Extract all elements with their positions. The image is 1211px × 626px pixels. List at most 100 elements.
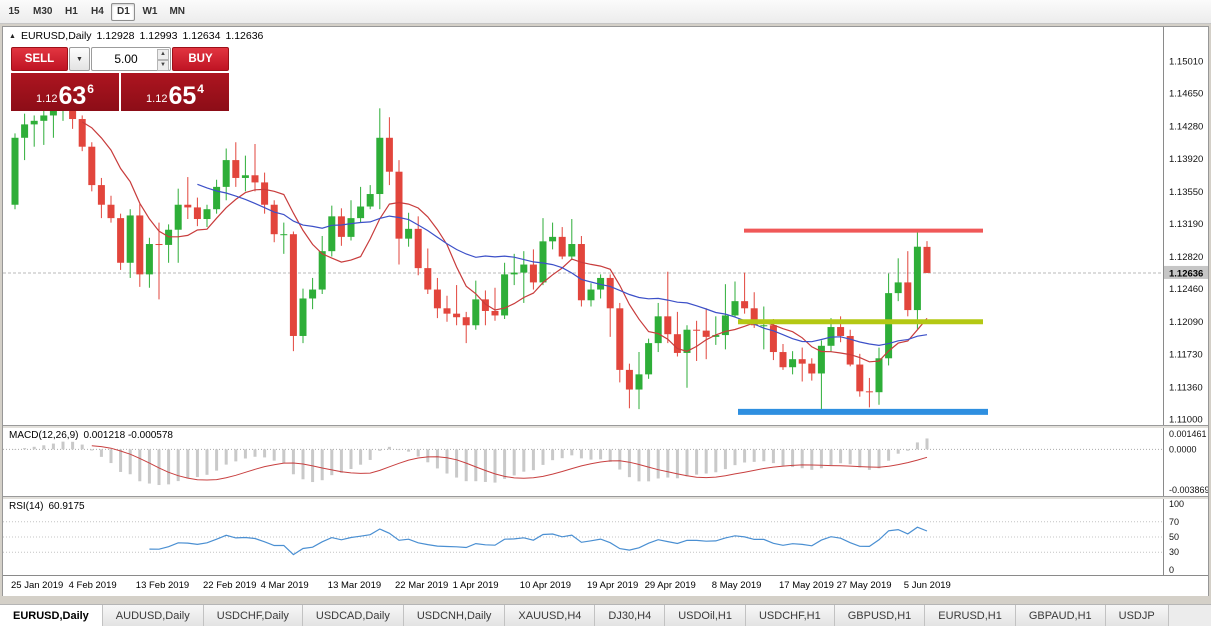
svg-text:1.14280: 1.14280: [1169, 122, 1203, 133]
chart-tab[interactable]: EURUSD,Daily: [0, 605, 103, 626]
chart-tab[interactable]: GBPAUD,H1: [1015, 605, 1106, 626]
svg-text:1.11730: 1.11730: [1169, 349, 1203, 360]
time-axis-label: 13 Mar 2019: [327, 580, 382, 591]
volume-field-wrap: ▲ ▼: [91, 47, 171, 71]
macd-signal-line: [91, 445, 928, 481]
rsi-value: 60.9175: [48, 501, 85, 512]
chart-symbol-label: EURUSD,Daily: [20, 30, 92, 42]
svg-text:1.15010: 1.15010: [1169, 57, 1203, 68]
chart-tab[interactable]: USDOil,H1: [665, 605, 746, 626]
main-chart-pane: 1.15010 1.14650 1.14280 1.13920 1.13550 1.131…: [3, 27, 1208, 425]
pane-splitter[interactable]: [3, 496, 1208, 499]
volume-increase-button[interactable]: ▲: [157, 49, 169, 60]
chart-ohlc-header: ▲ EURUSD,Daily 1.12928 1.12993 1.12634 1…: [9, 30, 263, 42]
time-axis-label: 25 Jan 2019: [11, 580, 64, 591]
macd-canvas[interactable]: 0.001461 0.0000 -0.003869: [3, 428, 1208, 496]
pane-splitter[interactable]: [3, 425, 1208, 428]
moving-average-20: [197, 183, 928, 347]
time-axis-label: 27 May 2019: [836, 580, 892, 591]
timeframe-button-MN[interactable]: MN: [164, 3, 190, 21]
ohlc-high: 1.12993: [139, 30, 178, 42]
svg-text:1.12636: 1.12636: [1169, 268, 1203, 279]
volume-input[interactable]: [92, 51, 170, 67]
svg-text:-0.003869: -0.003869: [1169, 485, 1208, 495]
timeframe-button-W1[interactable]: W1: [137, 3, 162, 21]
time-axis-label: 22 Feb 2019: [203, 580, 257, 591]
svg-text:70: 70: [1169, 517, 1179, 527]
svg-text:1.12090: 1.12090: [1169, 317, 1203, 328]
time-axis-label: 10 Apr 2019: [519, 580, 572, 591]
svg-text:1.11000: 1.11000: [1169, 415, 1203, 426]
svg-text:1.11360: 1.11360: [1169, 382, 1203, 393]
timeframe-button-D1[interactable]: D1: [111, 2, 136, 21]
svg-text:1.13190: 1.13190: [1169, 219, 1203, 230]
time-axis-label: 13 Feb 2019: [135, 580, 190, 591]
svg-text:1.14650: 1.14650: [1169, 89, 1203, 100]
buy-price-pipette: 4: [197, 82, 204, 96]
svg-text:1.12460: 1.12460: [1169, 284, 1203, 295]
timeframe-button-M30[interactable]: M30: [28, 3, 57, 21]
ohlc-low: 1.12634: [182, 30, 221, 42]
macd-header: MACD(12,26,9) 0.001218 -0.000578: [9, 430, 173, 441]
volume-dropdown-button[interactable]: ▼: [69, 47, 90, 71]
svg-text:100: 100: [1169, 499, 1184, 509]
rsi-line: [149, 526, 928, 556]
macd-label: MACD(12,26,9): [9, 430, 79, 441]
macd-pane: 0.001461 0.0000 -0.003869 MACD(12,26,9) 0.…: [3, 428, 1208, 496]
time-axis-label: 1 Apr 2019: [452, 580, 499, 591]
svg-text:50: 50: [1169, 532, 1179, 542]
time-axis-label: 8 May 2019: [711, 580, 762, 591]
macd-values: 0.001218 -0.000578: [83, 430, 173, 441]
main-chart-canvas[interactable]: 1.15010 1.14650 1.14280 1.13920 1.13550 1.131…: [3, 27, 1208, 425]
time-axis-label: 19 Apr 2019: [587, 580, 639, 591]
chart-tab[interactable]: GBPUSD,H1: [834, 605, 926, 626]
timeframe-button-15[interactable]: 15: [2, 3, 26, 21]
moving-average-8: [81, 121, 928, 363]
rsi-label: RSI(14): [9, 501, 44, 512]
timeframe-toolbar: 15 M30 H1 H4 D1 W1 MN: [0, 0, 1211, 24]
svg-text:0.0000: 0.0000: [1169, 444, 1197, 454]
volume-steppers: ▲ ▼: [157, 49, 169, 71]
ohlc-open: 1.12928: [96, 30, 135, 42]
chart-tab[interactable]: USDCHF,H1: [745, 605, 835, 626]
chart-tab[interactable]: EURUSD,H1: [925, 605, 1016, 626]
rsi-header: RSI(14) 60.9175: [9, 501, 85, 512]
buy-price-display[interactable]: 1.12 65 4: [121, 73, 229, 111]
chart-tab[interactable]: USDCAD,Daily: [302, 605, 404, 626]
volume-decrease-button[interactable]: ▼: [157, 60, 169, 71]
chart-tab[interactable]: USDCNH,Daily: [403, 605, 506, 626]
sell-price-pipette: 6: [87, 82, 94, 96]
time-axis-label: 17 May 2019: [779, 580, 834, 591]
time-axis-label: 29 Apr 2019: [644, 580, 696, 591]
sell-button[interactable]: SELL: [11, 47, 68, 71]
svg-text:1.13550: 1.13550: [1169, 187, 1203, 198]
rsi-pane: 100 70 50 30 0 RSI(14) 60.9175: [3, 499, 1208, 575]
chart-tab[interactable]: XAUUSD,H4: [505, 605, 596, 626]
timeframe-button-H1[interactable]: H1: [59, 3, 83, 21]
time-axis-label: 4 Feb 2019: [68, 580, 117, 591]
svg-text:0.001461: 0.001461: [1169, 429, 1207, 439]
timeframe-button-H4[interactable]: H4: [85, 3, 109, 21]
chart-icon: ▲: [9, 32, 16, 40]
time-axis-label: 4 Mar 2019: [260, 580, 309, 591]
sell-price-display[interactable]: 1.12 63 6: [11, 73, 119, 111]
sell-price-prefix: 1.12: [36, 93, 58, 105]
svg-text:0: 0: [1169, 565, 1174, 575]
chart-tab[interactable]: DJ30,H4: [595, 605, 666, 626]
svg-text:1.12820: 1.12820: [1169, 252, 1203, 263]
sell-price-big: 63: [58, 82, 87, 110]
time-axis-label: 5 Jun 2019: [903, 580, 951, 591]
rsi-canvas[interactable]: 100 70 50 30 0: [3, 499, 1208, 575]
buy-button[interactable]: BUY: [172, 47, 229, 71]
time-axis[interactable]: 25 Jan 2019 4 Feb 2019 13 Feb 2019 22 Feb 2…: [3, 575, 1208, 596]
chart-tab[interactable]: USDJP: [1105, 605, 1169, 626]
chart-tab-bar: EURUSD,Daily AUDUSD,Daily USDCHF,Daily USDC…: [0, 604, 1211, 626]
chart-tab[interactable]: USDCHF,Daily: [203, 605, 303, 626]
buy-price-big: 65: [168, 82, 197, 110]
svg-text:1.13920: 1.13920: [1169, 154, 1203, 165]
ohlc-close: 1.12636: [225, 30, 264, 42]
chevron-down-icon: ▼: [76, 55, 83, 63]
chart-tab[interactable]: AUDUSD,Daily: [102, 605, 204, 626]
current-price-badge: [1164, 265, 1208, 279]
